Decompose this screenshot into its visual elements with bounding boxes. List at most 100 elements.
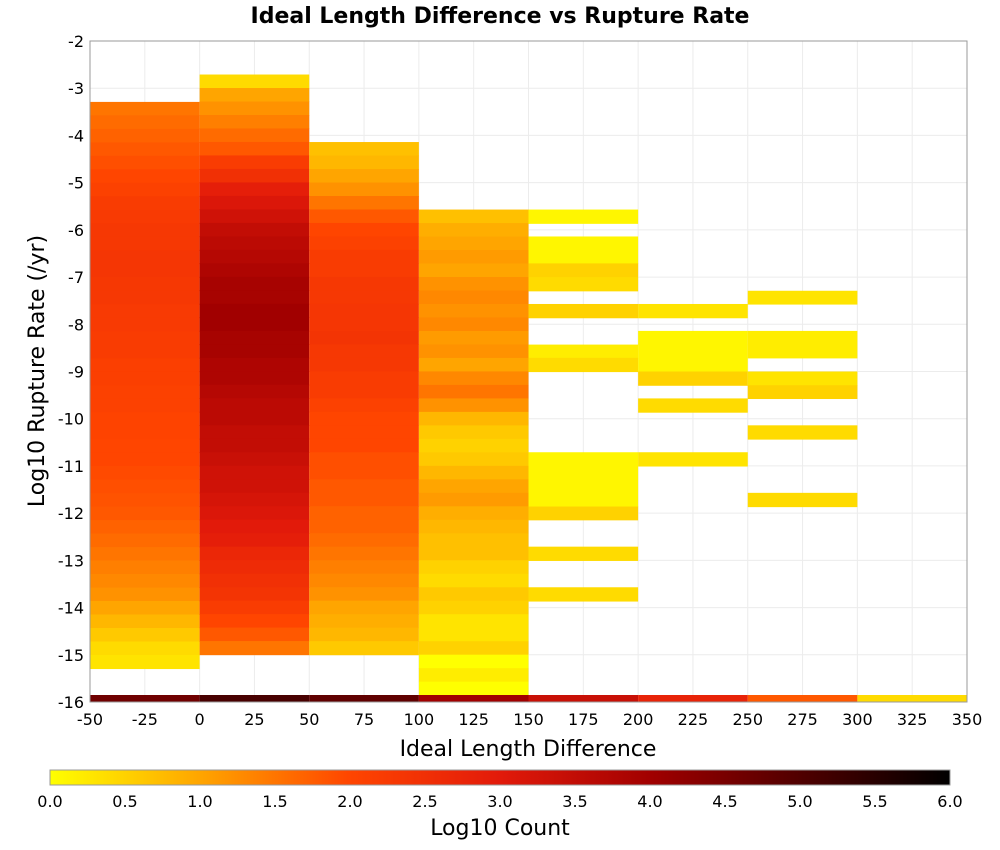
heatmap-cell	[309, 519, 419, 534]
heatmap-cell	[309, 169, 419, 184]
heatmap-cell	[199, 155, 310, 170]
heatmap-cell	[747, 492, 858, 508]
x-tick-label: 150	[513, 710, 544, 729]
colorbar-tick-label: 2.0	[337, 792, 362, 811]
heatmap-cell	[309, 627, 419, 642]
heatmap-cell	[528, 209, 639, 224]
heatmap-cell	[90, 358, 200, 373]
heatmap-cell	[90, 236, 200, 251]
x-tick-label: 225	[678, 710, 709, 729]
heatmap-cell	[418, 330, 529, 346]
heatmap-cell	[309, 249, 419, 265]
heatmap-cell	[309, 236, 419, 251]
colorbar-tick-label: 3.5	[562, 792, 587, 811]
heatmap-cell	[199, 533, 310, 548]
heatmap-cell	[418, 573, 529, 588]
heatmap-cell	[90, 506, 200, 521]
heatmap-cell	[199, 114, 310, 130]
heatmap-cell	[90, 142, 200, 157]
heatmap-cell	[199, 168, 310, 184]
heatmap-cell	[418, 209, 529, 224]
heatmap-cell	[90, 169, 200, 184]
heatmap-cell	[199, 452, 310, 467]
heatmap-cell	[309, 411, 419, 426]
heatmap-cell	[418, 223, 529, 238]
heatmap-cell	[199, 546, 310, 561]
y-tick-label: -16	[58, 693, 84, 712]
heatmap-cell	[199, 249, 310, 264]
x-tick-label: 25	[244, 710, 264, 729]
heatmap-cell	[199, 344, 310, 359]
heatmap-cell	[90, 277, 200, 292]
heatmap-cell	[199, 519, 310, 534]
y-tick-label: -13	[58, 551, 84, 570]
heatmap-cell	[528, 263, 639, 278]
heatmap-cell	[309, 398, 419, 413]
heatmap-cell	[309, 196, 419, 211]
heatmap-cell	[747, 425, 858, 440]
heatmap-cell	[90, 466, 200, 481]
y-tick-label: -9	[68, 363, 84, 382]
heatmap-cell	[418, 317, 529, 332]
heatmap-cell	[90, 695, 200, 702]
heatmap-cell	[309, 357, 419, 372]
heatmap-cell	[638, 452, 748, 467]
heatmap-cell	[90, 223, 200, 238]
heatmap-cell	[309, 330, 419, 345]
heatmap-cell	[90, 601, 200, 616]
heatmap-cell	[90, 641, 200, 656]
heatmap-cell	[90, 547, 200, 562]
heatmap-cell	[309, 209, 419, 224]
heatmap-cell	[309, 492, 419, 507]
heatmap-cell	[90, 574, 200, 589]
x-tick-label: 75	[354, 710, 374, 729]
heatmap-cell	[90, 155, 200, 170]
x-tick-labels: -50 -25 0 25 50 75 100 125 150 175 200 225 250 275 300…	[77, 710, 982, 729]
colorbar-tick-label: 5.0	[787, 792, 812, 811]
heatmap-cell	[418, 277, 529, 292]
x-tick-label: 200	[623, 710, 654, 729]
heatmap-cell	[418, 465, 529, 480]
heatmap-cell	[418, 290, 529, 305]
heatmap-cell	[199, 182, 310, 197]
heatmap-cell	[309, 425, 419, 440]
heatmap-cell	[418, 587, 529, 602]
heatmap-cell	[418, 546, 529, 561]
heatmap-cell	[528, 546, 639, 561]
heatmap-cell	[418, 425, 529, 440]
heatmap-cell	[638, 695, 748, 702]
heatmap-cells	[90, 74, 968, 702]
heatmap-cell	[90, 290, 200, 305]
heatmap-cell	[90, 317, 200, 332]
colorbar-tick-label: 0.5	[112, 792, 137, 811]
heatmap-cell	[199, 560, 310, 575]
heatmap-cell	[418, 492, 529, 507]
heatmap-cell	[90, 196, 200, 211]
x-tick-label: 0	[195, 710, 205, 729]
heatmap-cell	[309, 479, 419, 494]
heatmap-cell	[528, 695, 639, 702]
x-tick-label: -50	[77, 710, 103, 729]
y-tick-label: -3	[68, 79, 84, 98]
heatmap-cell	[528, 344, 639, 359]
heatmap-cell	[199, 411, 310, 426]
heatmap-cell	[90, 425, 200, 440]
y-tick-labels: -2 -3 -4 -5 -6 -7 -8 -9 -10 -11 -12 -13 -14 -15 -16	[58, 32, 84, 712]
x-tick-label: 125	[458, 710, 489, 729]
heatmap-cell	[418, 533, 529, 548]
x-tick-label: 325	[897, 710, 928, 729]
heatmap-cell	[90, 250, 200, 265]
heatmap-cell	[199, 479, 310, 494]
y-tick-label: -11	[58, 457, 84, 476]
colorbar-tick-label: 3.0	[487, 792, 512, 811]
heatmap-cell	[528, 303, 639, 319]
heatmap-cell	[199, 317, 310, 332]
heatmap-cell	[418, 506, 529, 521]
heatmap-cell	[309, 506, 419, 521]
heatmap-cell	[90, 439, 200, 454]
heatmap-cell	[528, 452, 639, 508]
heatmap-cell	[418, 344, 529, 359]
heatmap-cell	[199, 695, 310, 702]
heatmap-cell	[418, 600, 529, 615]
